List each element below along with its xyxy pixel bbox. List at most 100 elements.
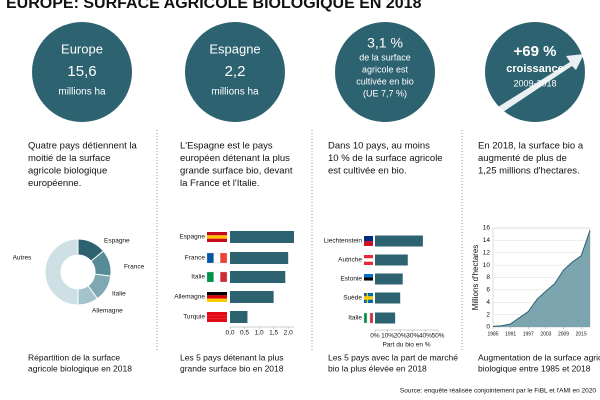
area (493, 230, 590, 327)
circle-text: +69 % (514, 43, 557, 60)
caption: Augmentation de la surface agricole (478, 352, 600, 362)
y-axis-label: Millions d'hectares (471, 245, 480, 311)
circle-text: 2009-2018 (513, 78, 556, 88)
x-tick-label: 1,5 (269, 330, 278, 337)
flag (364, 274, 373, 278)
bar-label: France (185, 255, 206, 262)
slice-label: Italie (112, 291, 126, 298)
caption: Répartition de la surface (28, 352, 120, 362)
slice-label: Espagne (104, 238, 130, 245)
y-tick-label: 12 (483, 249, 491, 256)
circle-text: de la surface (359, 52, 411, 62)
y-tick-label: 2 (486, 311, 490, 318)
flag (207, 238, 227, 242)
y-tick-label: 16 (483, 225, 491, 232)
bar-label: Turquie (183, 314, 205, 321)
y-tick-label: 14 (483, 237, 491, 244)
circle-badge (32, 22, 132, 122)
separators (156, 130, 463, 350)
bar (230, 231, 294, 243)
caption: bio la plus élevée en 2018 (328, 363, 427, 373)
x-tick-label: 0,0 (225, 330, 234, 337)
slice-label: Allemagne (92, 308, 123, 315)
x-tick-label: 1,0 (255, 330, 264, 337)
circle-text: croissance (506, 63, 563, 75)
y-tick-label: 10 (483, 262, 491, 269)
flag (207, 318, 227, 322)
growth-arrow (490, 54, 584, 118)
x-tick-label: 40% (419, 333, 432, 340)
x-axis-label: Part du bio en % (382, 342, 430, 349)
bar-label: Suède (343, 295, 362, 302)
circle-text: millions ha (58, 87, 106, 98)
flag (364, 280, 373, 284)
flag (207, 312, 227, 316)
description: européenne. (28, 178, 81, 189)
bar-label: Italie (191, 274, 205, 281)
x-tick-label: 2009 (558, 331, 569, 337)
slice-label: Autres (13, 255, 33, 262)
bar-label: Estonie (340, 276, 362, 283)
flag (364, 236, 373, 241)
y-tick-label: 4 (486, 299, 490, 306)
x-tick-label: 2003 (540, 331, 551, 337)
y-tick-label: 0 (486, 324, 490, 331)
bar (230, 291, 274, 303)
flag (364, 241, 373, 246)
bar (375, 312, 396, 324)
description: 1,25 millions d'hectares. (478, 166, 580, 177)
flag (369, 312, 374, 324)
bar (230, 311, 248, 323)
description: grande surface bio, devant (180, 166, 293, 177)
flag (207, 295, 227, 299)
slice-label: France (124, 264, 145, 271)
circle-text: Europe (61, 41, 103, 56)
circle-text: cultivée en bio (356, 76, 414, 86)
bar (230, 271, 286, 283)
y-tick-label: 6 (486, 287, 490, 294)
circle-text: (UE 7,7 %) (363, 88, 407, 98)
circle-badge (335, 22, 435, 122)
bar-label: Allemagne (174, 294, 205, 301)
bar (230, 252, 289, 264)
bar (375, 254, 408, 266)
flag (364, 299, 373, 303)
description: Quatre pays détiennent la (28, 141, 138, 152)
circle-badge (485, 22, 585, 122)
flag (207, 235, 227, 239)
description: est cultivée en bio. (328, 166, 407, 177)
x-tick-label: 10% (381, 333, 394, 340)
x-tick-label: 2015 (576, 331, 587, 337)
bar (375, 273, 403, 285)
circle-text: 2,2 (225, 63, 246, 80)
description: En 2018, la surface bio a (478, 141, 584, 152)
circle-text: 3,1 % (367, 35, 403, 51)
flag (207, 292, 227, 296)
bar-label: Espagne (179, 234, 205, 241)
flag (220, 252, 228, 264)
flag (364, 258, 373, 262)
description: la France et l'Italie. (180, 178, 259, 189)
x-tick-label: 30% (406, 333, 419, 340)
x-tick-label: 1997 (523, 331, 534, 337)
flag (220, 271, 228, 283)
flag (366, 312, 371, 324)
flag (364, 293, 373, 297)
flag (364, 277, 373, 281)
description: L'Espagne est le pays (180, 141, 273, 152)
description: européen détenant la plus (180, 153, 290, 164)
flag (363, 312, 368, 324)
bar-label: Autriche (338, 257, 362, 264)
x-tick-label: 0,5 (240, 330, 249, 337)
x-tick-label: 20% (394, 333, 407, 340)
caption: Les 5 pays avec la part de marché (328, 352, 458, 362)
flag (207, 298, 227, 302)
flag (206, 271, 214, 283)
flag (364, 261, 373, 265)
description: Dans 10 pays, au moins (328, 141, 430, 152)
description: moitié de la surface (28, 153, 110, 164)
caption: agricole biologique en 2018 (28, 363, 132, 373)
flag (364, 296, 373, 300)
circle-text: 15,6 (67, 63, 96, 80)
